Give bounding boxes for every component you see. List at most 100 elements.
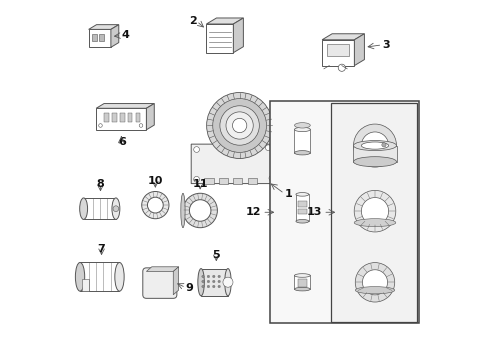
Ellipse shape bbox=[75, 262, 85, 291]
Text: 3: 3 bbox=[382, 40, 390, 50]
Circle shape bbox=[213, 280, 215, 283]
Circle shape bbox=[194, 147, 199, 152]
Polygon shape bbox=[89, 30, 111, 47]
Circle shape bbox=[353, 124, 396, 167]
Polygon shape bbox=[354, 211, 396, 222]
Polygon shape bbox=[298, 208, 307, 214]
Polygon shape bbox=[233, 18, 244, 53]
Text: 11: 11 bbox=[193, 179, 208, 189]
Ellipse shape bbox=[294, 287, 310, 291]
Circle shape bbox=[269, 175, 275, 181]
Ellipse shape bbox=[294, 123, 310, 128]
Ellipse shape bbox=[198, 269, 204, 296]
Polygon shape bbox=[112, 113, 117, 122]
Text: 12: 12 bbox=[245, 207, 261, 217]
FancyBboxPatch shape bbox=[331, 103, 417, 321]
Ellipse shape bbox=[354, 219, 396, 226]
Polygon shape bbox=[294, 275, 310, 289]
Circle shape bbox=[142, 192, 169, 219]
Circle shape bbox=[207, 93, 272, 158]
FancyBboxPatch shape bbox=[143, 268, 177, 298]
Circle shape bbox=[354, 190, 396, 232]
Circle shape bbox=[266, 145, 271, 150]
Polygon shape bbox=[327, 44, 349, 56]
Polygon shape bbox=[136, 113, 140, 122]
Polygon shape bbox=[96, 104, 154, 108]
Circle shape bbox=[183, 193, 218, 228]
Polygon shape bbox=[82, 279, 89, 291]
Polygon shape bbox=[111, 24, 119, 47]
Polygon shape bbox=[272, 162, 285, 182]
Ellipse shape bbox=[353, 140, 396, 150]
Circle shape bbox=[232, 118, 247, 133]
Polygon shape bbox=[219, 178, 228, 184]
Circle shape bbox=[213, 285, 215, 288]
Polygon shape bbox=[298, 279, 307, 287]
Polygon shape bbox=[322, 40, 354, 66]
Ellipse shape bbox=[294, 127, 310, 132]
Polygon shape bbox=[120, 113, 124, 122]
Circle shape bbox=[147, 197, 163, 213]
Circle shape bbox=[190, 200, 211, 221]
Ellipse shape bbox=[294, 150, 310, 155]
Ellipse shape bbox=[296, 193, 309, 196]
Circle shape bbox=[363, 270, 388, 295]
Polygon shape bbox=[104, 113, 109, 122]
Ellipse shape bbox=[115, 262, 124, 291]
FancyBboxPatch shape bbox=[270, 101, 419, 323]
Polygon shape bbox=[354, 34, 365, 66]
Polygon shape bbox=[206, 24, 233, 53]
Circle shape bbox=[226, 112, 253, 139]
Circle shape bbox=[361, 198, 389, 225]
Circle shape bbox=[218, 280, 220, 283]
Text: 2: 2 bbox=[189, 16, 196, 26]
Polygon shape bbox=[204, 178, 214, 184]
Circle shape bbox=[98, 124, 102, 127]
Text: 7: 7 bbox=[98, 244, 105, 254]
Polygon shape bbox=[80, 262, 120, 291]
Circle shape bbox=[220, 106, 259, 145]
Circle shape bbox=[361, 132, 389, 159]
Circle shape bbox=[207, 285, 210, 288]
Circle shape bbox=[202, 285, 204, 288]
Circle shape bbox=[207, 275, 210, 278]
Circle shape bbox=[338, 64, 345, 71]
Text: 6: 6 bbox=[118, 138, 126, 147]
Polygon shape bbox=[233, 178, 243, 184]
Polygon shape bbox=[128, 113, 132, 122]
Circle shape bbox=[202, 280, 204, 283]
Text: 4: 4 bbox=[122, 31, 129, 40]
Polygon shape bbox=[89, 24, 119, 30]
Polygon shape bbox=[84, 198, 116, 220]
Polygon shape bbox=[322, 34, 365, 40]
Ellipse shape bbox=[294, 274, 310, 277]
Circle shape bbox=[207, 280, 210, 283]
Circle shape bbox=[213, 99, 267, 152]
Circle shape bbox=[113, 206, 119, 212]
Circle shape bbox=[194, 176, 199, 182]
Polygon shape bbox=[96, 108, 147, 130]
Circle shape bbox=[355, 262, 395, 302]
Ellipse shape bbox=[181, 193, 185, 228]
Polygon shape bbox=[296, 194, 309, 221]
Circle shape bbox=[139, 124, 143, 127]
Circle shape bbox=[202, 275, 204, 278]
Ellipse shape bbox=[112, 198, 120, 220]
Ellipse shape bbox=[80, 198, 88, 220]
Text: 10: 10 bbox=[147, 176, 163, 186]
Polygon shape bbox=[173, 267, 179, 295]
Text: 1: 1 bbox=[285, 189, 292, 199]
Polygon shape bbox=[353, 145, 396, 162]
Text: 13: 13 bbox=[307, 207, 322, 217]
Circle shape bbox=[223, 277, 233, 287]
Circle shape bbox=[213, 275, 215, 278]
Ellipse shape bbox=[296, 220, 309, 223]
Ellipse shape bbox=[361, 142, 389, 149]
Polygon shape bbox=[206, 18, 244, 24]
Polygon shape bbox=[247, 178, 257, 184]
Polygon shape bbox=[355, 282, 395, 290]
Polygon shape bbox=[191, 144, 281, 184]
Polygon shape bbox=[147, 104, 154, 130]
Polygon shape bbox=[99, 34, 104, 41]
Text: 9: 9 bbox=[186, 283, 194, 293]
